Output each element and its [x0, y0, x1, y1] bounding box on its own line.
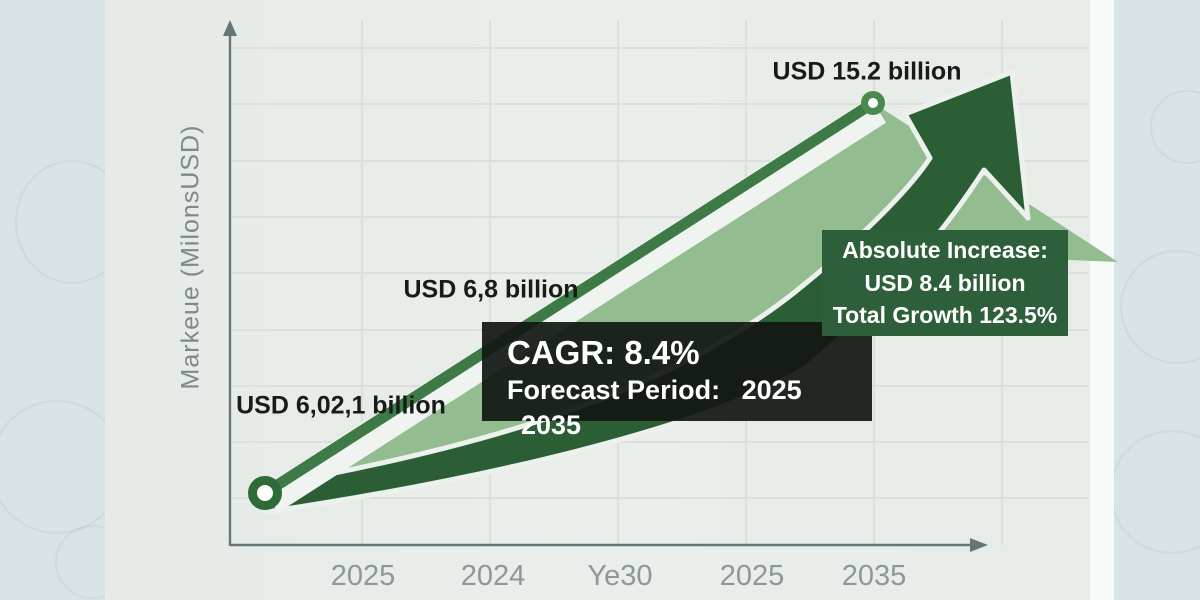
absolute-increase-value: USD 8.4 billion	[864, 269, 1026, 296]
absolute-increase-title: Absolute Increase:	[842, 237, 1048, 264]
forecast-year-end: 2035	[521, 410, 582, 441]
x-tick-3: Ye30	[587, 560, 653, 592]
start-point-marker	[248, 476, 282, 510]
axes	[223, 20, 988, 552]
cagr-title: CAGR: 8.4%	[507, 334, 700, 371]
y-axis-label: Markeue (MilonsUSD)	[176, 124, 205, 390]
panel-right-edge	[1090, 0, 1114, 600]
trend-line	[262, 98, 876, 498]
forecast-period-line: Forecast Period: 2025 2035	[507, 373, 872, 443]
forecast-label: Forecast Period:	[507, 375, 721, 406]
absolute-increase-callout: Absolute Increase: USD 8.4 billion Total…	[822, 230, 1068, 336]
end-value-label: USD 15.2 billion	[772, 57, 962, 86]
end-point-marker	[861, 91, 885, 115]
x-tick-5: 2035	[841, 560, 907, 592]
total-growth-value: Total Growth 123.5%	[832, 302, 1058, 329]
x-tick-4: 2025	[719, 560, 785, 592]
trend-line-casing	[261, 97, 887, 513]
forecast-year-start: 2025	[741, 375, 802, 406]
cagr-callout: CAGR: 8.4% Forecast Period: 2025 2035	[482, 322, 872, 440]
x-tick-1: 2025	[330, 560, 396, 592]
middle-value-label: USD 6,8 billion	[403, 275, 579, 304]
x-tick-2: 2024	[460, 560, 526, 592]
start-value-label: USD 6,02,1 billion	[236, 391, 446, 420]
